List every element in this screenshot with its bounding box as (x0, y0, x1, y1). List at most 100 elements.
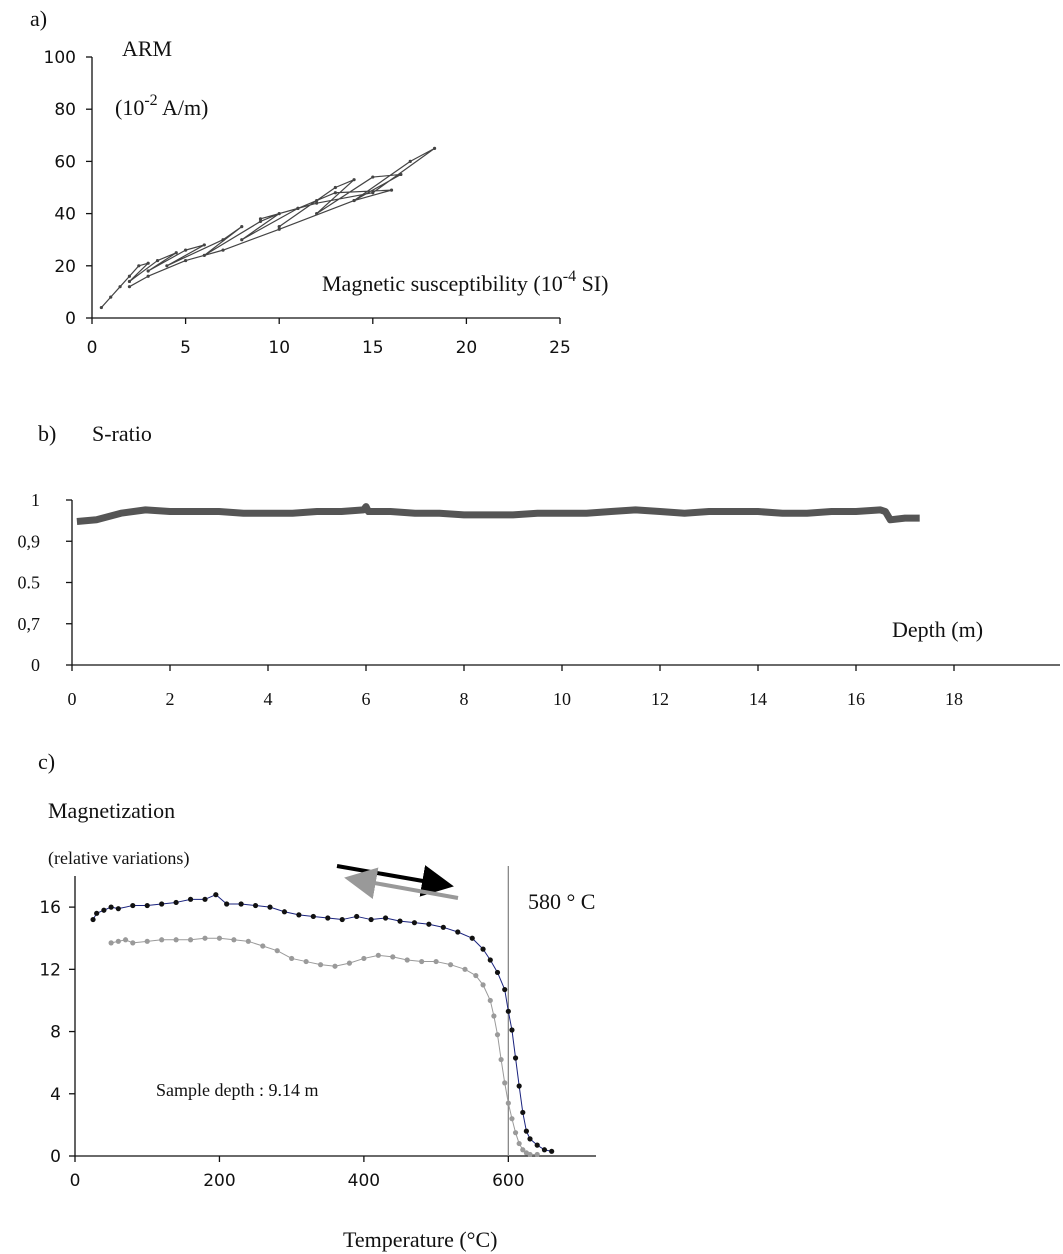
data-point (260, 943, 266, 949)
data-point (216, 935, 223, 941)
x-axis-label: Temperature (°C) (343, 1227, 497, 1252)
x-tick-label: 14 (749, 689, 767, 709)
data-point (127, 285, 132, 289)
chart-subtitle: (relative variations) (48, 848, 189, 869)
data-point (115, 906, 121, 912)
annotation: 580 ° C (528, 889, 595, 914)
data-point (432, 146, 437, 150)
data-point (527, 1136, 533, 1142)
data-point (296, 206, 300, 210)
series-line (76, 503, 920, 525)
data-point (101, 907, 107, 913)
series-line (92, 894, 552, 1152)
data-point (144, 902, 150, 909)
x-tick-label: 6 (362, 689, 371, 709)
data-point (224, 901, 230, 907)
data-point (310, 913, 316, 920)
data-point (184, 248, 188, 252)
series-line (100, 147, 436, 308)
data-point (512, 1055, 519, 1061)
panel-label: c) (38, 749, 55, 774)
data-point (317, 962, 324, 968)
data-point (174, 251, 178, 255)
note: Sample depth : 9.14 m (156, 1080, 318, 1100)
data-point (520, 1109, 526, 1116)
data-point (303, 958, 309, 965)
label-superscript: -2 (144, 92, 157, 109)
data-point (332, 963, 338, 969)
data-point (494, 969, 501, 976)
data-point (399, 172, 403, 177)
data-point (361, 955, 367, 962)
data-point (240, 238, 244, 242)
y-tick-label: 12 (39, 960, 61, 980)
y-tick-label: 20 (54, 257, 76, 277)
data-point (202, 253, 206, 257)
data-point (155, 258, 160, 263)
data-point (534, 1142, 540, 1148)
data-point (252, 902, 259, 909)
data-point (165, 264, 169, 268)
x-tick-label: 25 (549, 338, 571, 358)
data-point (315, 201, 319, 205)
x-tick-label: 0 (70, 1171, 81, 1191)
label-part: (10 (115, 95, 144, 120)
data-point (371, 175, 375, 179)
data-point (352, 198, 356, 203)
data-point (368, 916, 374, 923)
data-point (130, 902, 136, 909)
y-tick-label: 8 (50, 1023, 61, 1043)
data-point (389, 188, 394, 192)
chart-title: S-ratio (92, 421, 152, 446)
chart-title: Magnetization (48, 798, 175, 823)
data-point (480, 946, 486, 952)
data-point (491, 1013, 497, 1019)
data-point (505, 1100, 511, 1106)
label-part: Magnetic susceptibility (10 (322, 271, 563, 296)
panel-label: b) (38, 421, 56, 446)
data-point (516, 1140, 522, 1147)
label-superscript: -4 (563, 268, 576, 285)
data-point (534, 1151, 540, 1158)
x-tick-label: 20 (456, 338, 478, 358)
data-point (277, 212, 281, 216)
y-tick-label: 4 (50, 1085, 61, 1105)
data-point (127, 274, 132, 278)
y-tick-label: 0,9 (18, 531, 41, 551)
data-point (527, 1151, 533, 1158)
x-tick-label: 5 (180, 338, 191, 358)
x-tick-label: 0 (87, 338, 98, 358)
x-tick-label: 2 (166, 689, 175, 709)
data-point (213, 892, 219, 898)
label-part: SI) (576, 271, 608, 296)
data-point (426, 921, 432, 927)
data-point (231, 937, 237, 943)
data-point (447, 962, 454, 968)
data-point (109, 295, 113, 299)
x-tick-label: 200 (203, 1171, 235, 1191)
data-point (144, 938, 150, 944)
data-point (289, 955, 295, 962)
data-point (94, 910, 100, 916)
data-point (512, 1130, 519, 1136)
data-point (315, 212, 319, 216)
data-point (509, 1116, 515, 1122)
y-tick-label: 60 (54, 152, 76, 172)
data-point (498, 1056, 504, 1063)
data-point (455, 929, 461, 935)
data-point (202, 896, 208, 902)
x-tick-label: 10 (268, 338, 290, 358)
data-point (146, 274, 150, 278)
data-point (146, 269, 150, 273)
data-point (440, 924, 446, 930)
data-point (240, 225, 244, 229)
data-point (494, 1032, 501, 1038)
y-tick-label: 0.5 (18, 573, 41, 593)
x-axis-label: Depth (m) (892, 617, 983, 642)
data-point (187, 937, 194, 943)
x-tick-label: 4 (264, 689, 273, 709)
series-line (111, 937, 538, 1155)
data-point (411, 920, 418, 926)
data-point (274, 948, 280, 954)
